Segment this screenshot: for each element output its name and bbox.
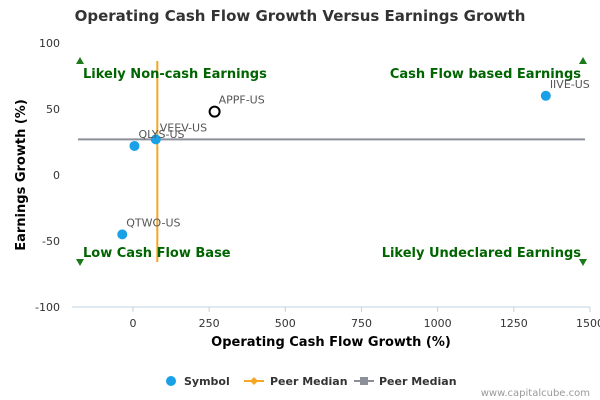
legend-peer-median-y-marker [360, 377, 368, 385]
data-point[interactable] [129, 140, 140, 151]
legend-peer-median-y-label: Peer Median [379, 375, 457, 388]
quadrant-label-top-right: Cash Flow based Earnings [390, 67, 581, 82]
quadrant-label-bottom-right: Likely Undeclared Earnings [382, 246, 582, 261]
legend-item-symbol[interactable]: Symbol [166, 375, 230, 388]
y-axis-title: Earnings Growth (%) [14, 99, 29, 251]
x-tick-label: 1250 [500, 317, 528, 330]
highlight-point-label: APPF-US [219, 94, 265, 107]
y-tick-label: 50 [46, 103, 60, 116]
data-point[interactable] [540, 90, 551, 101]
x-tick-label: 750 [351, 317, 372, 330]
quadrant-corner-marker [76, 57, 84, 64]
y-axis-ticks: 100 50 0 -50 -100 [35, 37, 60, 314]
legend-symbol-marker [166, 376, 176, 386]
x-tick-label: 250 [199, 317, 220, 330]
data-point-label: QLYS-US [138, 128, 184, 141]
legend-peer-median-x-label: Peer Median [270, 375, 348, 388]
x-tick-label: 1000 [424, 317, 452, 330]
y-tick-label: 100 [39, 37, 60, 50]
legend-peer-median-x-marker [250, 377, 258, 385]
x-tick-label: 1500 [576, 317, 600, 330]
quadrant-corner-marker [579, 57, 587, 64]
data-point[interactable] [117, 229, 128, 240]
quadrant-corner-marker [579, 259, 587, 266]
x-axis-ticks: 0 250 500 750 1000 1250 1500 [129, 307, 600, 330]
data-point-label: VEEV-US [160, 121, 207, 134]
highlight-point[interactable] [208, 105, 221, 118]
chart-title: Operating Cash Flow Growth Versus Earnin… [75, 7, 526, 25]
legend-symbol-label: Symbol [184, 375, 230, 388]
x-axis-title: Operating Cash Flow Growth (%) [211, 335, 451, 350]
credit-text: www.capitalcube.com [481, 388, 590, 399]
quadrant-label-top-left: Likely Non-cash Earnings [83, 67, 267, 82]
data-point-label: IIVE-US [550, 78, 590, 91]
x-tick-label: 0 [129, 317, 136, 330]
data-point-label: QTWO-US [126, 216, 180, 229]
legend-item-peer-median-x[interactable]: Peer Median [244, 375, 348, 388]
quadrant-corner-marker [76, 259, 84, 266]
y-tick-label: 0 [53, 169, 60, 182]
data-point[interactable] [150, 134, 161, 145]
y-tick-label: -50 [42, 235, 60, 248]
y-tick-label: -100 [35, 301, 60, 314]
legend-item-peer-median-y[interactable]: Peer Median [354, 375, 457, 388]
quadrant-corner-markers [76, 57, 587, 266]
legend: Symbol Peer Median Peer Median [166, 375, 457, 388]
x-tick-label: 500 [275, 317, 296, 330]
quadrant-label-bottom-left: Low Cash Flow Base [83, 246, 231, 261]
